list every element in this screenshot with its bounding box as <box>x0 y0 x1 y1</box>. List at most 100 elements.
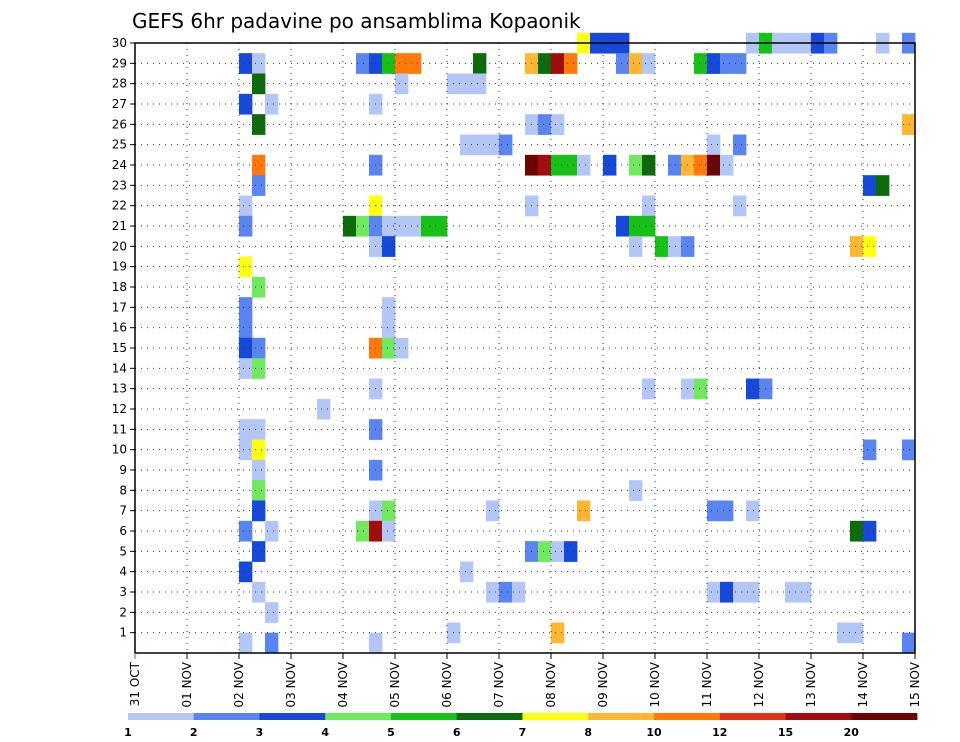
colorbar-label: 4 <box>321 726 329 739</box>
heatmap-cell <box>538 541 552 562</box>
heatmap-cell <box>265 93 279 115</box>
heatmap-cell <box>382 500 396 522</box>
y-tick-label: 16 <box>112 321 127 335</box>
heatmap-cell <box>395 53 409 74</box>
heatmap-cell <box>564 53 578 74</box>
heatmap-cell <box>629 154 643 176</box>
heatmap-cell <box>538 154 552 176</box>
heatmap-cell <box>382 317 396 339</box>
x-tick-label: 09 NOV <box>596 661 610 707</box>
x-tick-label: 04 NOV <box>336 661 350 707</box>
heatmap-cell <box>629 215 643 237</box>
heatmap-cell <box>395 73 409 95</box>
heatmap-cell <box>629 236 643 257</box>
x-tick-label: 10 NOV <box>648 661 662 707</box>
heatmap-cell <box>850 520 864 542</box>
y-tick-label: 5 <box>119 544 127 558</box>
y-tick-label: 28 <box>112 77 127 91</box>
heatmap-cell <box>434 215 448 237</box>
heatmap-cell <box>395 337 409 359</box>
heatmap-cell <box>408 215 422 237</box>
heatmap-cell <box>265 632 279 654</box>
heatmap-cell <box>356 520 370 542</box>
y-tick-label: 20 <box>112 239 127 253</box>
heatmap-cell <box>642 215 656 237</box>
heatmap-cell <box>239 337 253 359</box>
heatmap-cell <box>707 154 721 176</box>
heatmap-cell <box>642 154 656 176</box>
heatmap-cell <box>265 602 279 623</box>
heatmap-cell <box>252 419 266 440</box>
colorbar-swatch <box>391 713 458 720</box>
colorbar-swatch <box>654 713 721 720</box>
heatmap-cell <box>382 215 396 237</box>
y-tick-label: 12 <box>112 402 127 416</box>
heatmap-cell <box>239 358 253 379</box>
heatmap-cell <box>382 53 396 74</box>
heatmap-cell <box>252 276 266 298</box>
heatmap-cell <box>902 114 916 135</box>
heatmap-cell <box>863 236 877 257</box>
heatmap-cell <box>252 114 266 135</box>
colorbar-swatch <box>851 713 918 720</box>
y-tick-label: 30 <box>112 36 127 50</box>
heatmap-cell <box>551 154 565 176</box>
heatmap-cell <box>252 337 266 359</box>
colorbar-label: 6 <box>453 726 461 739</box>
heatmap-cell <box>629 480 643 501</box>
colorbar-label: 5 <box>387 726 395 739</box>
colorbar-label: 10 <box>646 726 662 739</box>
x-tick-label: 15 NOV <box>908 661 922 707</box>
grid-lines <box>135 42 915 653</box>
heatmap-cell <box>538 53 552 74</box>
heatmap-cell <box>902 632 916 654</box>
y-tick-label: 25 <box>112 138 127 152</box>
heatmap-cell <box>564 541 578 562</box>
colorbar-label: 1 <box>124 726 132 739</box>
heatmap-cell <box>694 154 708 176</box>
heatmap-cell <box>512 581 526 603</box>
heatmap-cell <box>408 53 422 74</box>
heatmap-cell <box>252 175 266 196</box>
heatmap-cell <box>460 73 474 95</box>
heatmap-cell <box>317 398 331 420</box>
heatmap-cell <box>850 622 864 644</box>
colorbar-label: 7 <box>519 726 527 739</box>
y-tick-label: 9 <box>119 463 127 477</box>
colorbar-label: 20 <box>844 726 860 739</box>
colorbar: 1 2 3 4 5 6 7 8 10 12 15 20 <box>124 713 918 739</box>
heatmap-cell <box>668 236 682 257</box>
heatmap-cell <box>642 195 656 217</box>
heatmap-cell <box>239 297 253 318</box>
colorbar-swatch <box>785 713 852 720</box>
y-tick-label: 4 <box>119 565 127 579</box>
heatmap-cell <box>239 561 253 583</box>
heatmap-cell <box>876 175 890 196</box>
heatmap-cell <box>551 622 565 644</box>
heatmap-cell <box>239 215 253 237</box>
heatmap-cell <box>239 317 253 339</box>
x-tick-label: 08 NOV <box>544 661 558 707</box>
heatmap-cell <box>863 520 877 542</box>
heatmap-cell <box>382 520 396 542</box>
colorbar-swatch <box>456 713 523 720</box>
y-tick-label: 13 <box>112 382 127 396</box>
heatmap-cell <box>460 561 474 583</box>
heatmap-cell <box>421 215 435 237</box>
heatmap-cell <box>720 53 734 74</box>
heatmap-cell <box>616 53 630 74</box>
colorbar-label: 8 <box>584 726 592 739</box>
x-tick-label: 12 NOV <box>752 661 766 707</box>
heatmap-cell <box>785 581 799 603</box>
heatmap-cell <box>239 419 253 440</box>
y-axis-ticks: 1234567891011121314151617181920212223242… <box>112 36 135 640</box>
y-tick-label: 11 <box>112 422 127 436</box>
y-tick-label: 22 <box>112 199 127 213</box>
heatmap-cell <box>733 53 747 74</box>
heatmap-cell <box>239 439 253 461</box>
x-tick-label: 13 NOV <box>804 661 818 707</box>
heatmap-cell <box>551 541 565 562</box>
y-tick-label: 2 <box>119 605 127 619</box>
heatmap-cell <box>616 215 630 237</box>
